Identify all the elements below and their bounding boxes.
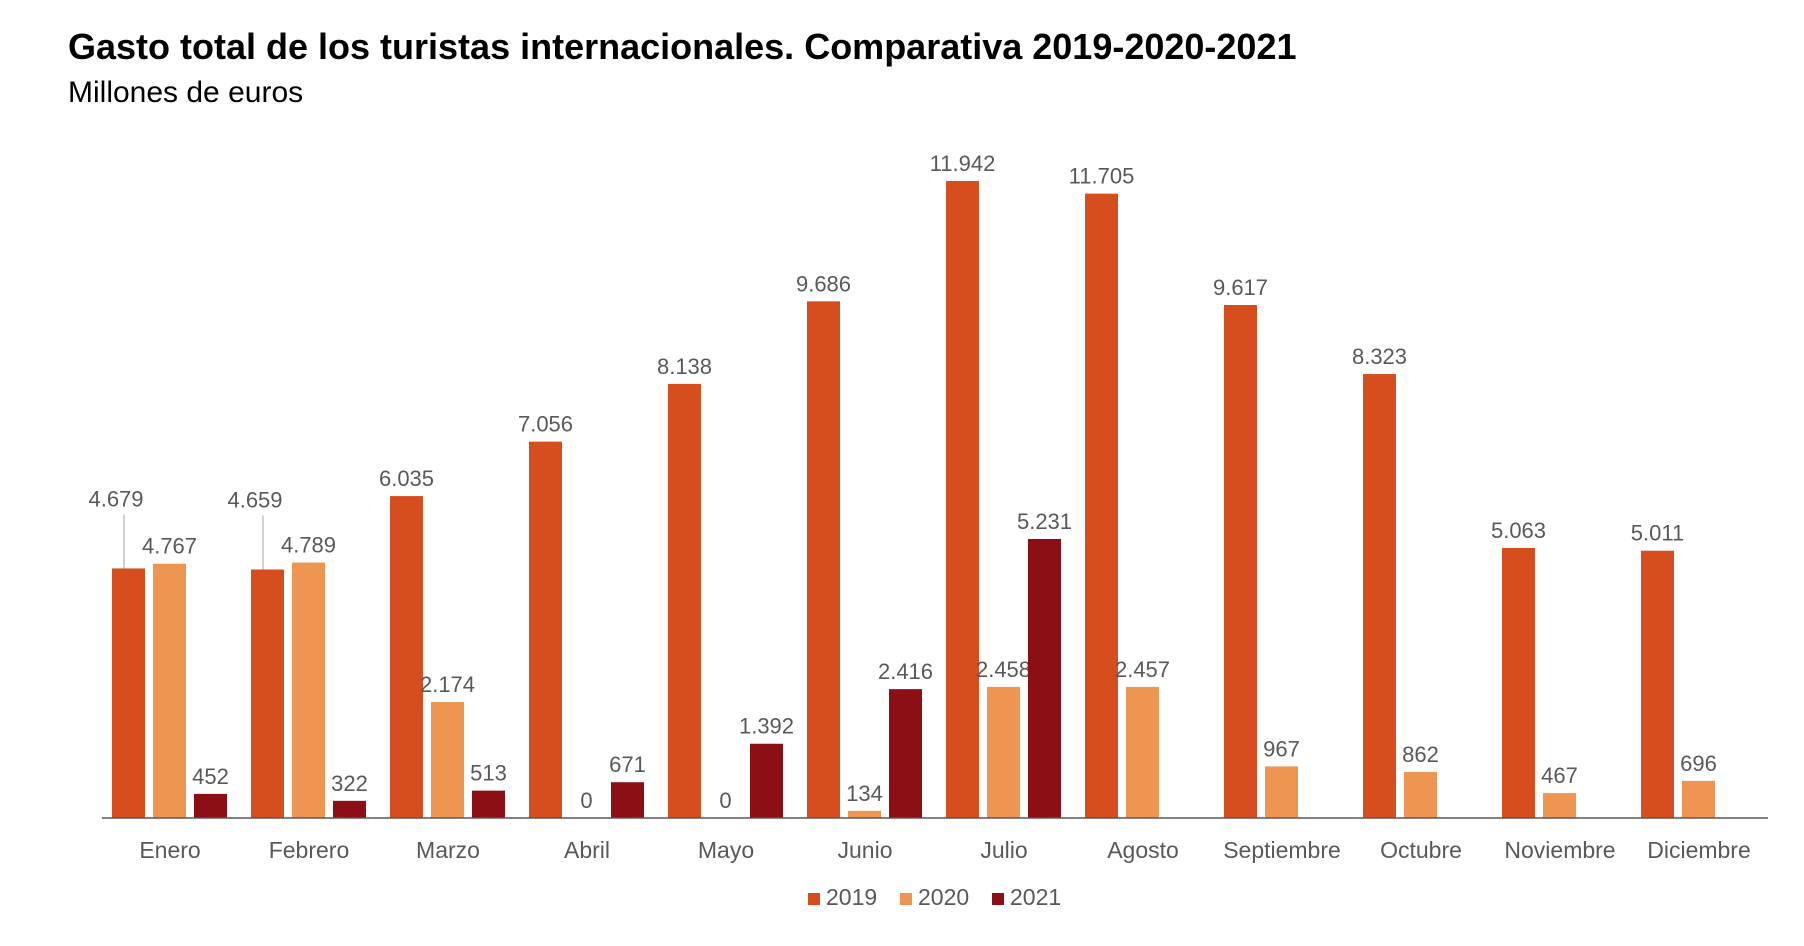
value-label-2021-marzo: 513 bbox=[470, 761, 507, 786]
value-label-2019-abril: 7.056 bbox=[518, 412, 573, 437]
value-label-2019-agosto: 11.705 bbox=[1069, 164, 1135, 189]
value-label-2020-abril: 0 bbox=[580, 788, 592, 813]
value-label-2019-noviembre: 5.063 bbox=[1491, 518, 1546, 543]
bar-2020-diciembre bbox=[1682, 780, 1715, 818]
legend-label-2020: 2020 bbox=[918, 884, 969, 910]
value-label-2019-septiembre: 9.617 bbox=[1213, 275, 1268, 300]
x-tick-label-marzo: Marzo bbox=[416, 837, 480, 863]
bar-2021-julio bbox=[1028, 538, 1061, 818]
bar-2019-marzo bbox=[390, 496, 423, 818]
value-label-2020-mayo: 0 bbox=[719, 788, 731, 813]
value-label-2019-julio: 11.942 bbox=[930, 151, 996, 176]
legend-label-2021: 2021 bbox=[1010, 884, 1061, 910]
bar-2021-febrero bbox=[333, 800, 366, 818]
bar-2019-noviembre bbox=[1502, 547, 1535, 818]
value-label-2019-octubre: 8.323 bbox=[1352, 344, 1407, 369]
value-label-2021-julio: 5.231 bbox=[1017, 509, 1072, 534]
bar-2019-mayo bbox=[668, 383, 701, 818]
bar-2019-septiembre bbox=[1224, 305, 1257, 818]
value-label-2019-mayo: 8.138 bbox=[657, 354, 712, 379]
bar-2019-abril bbox=[529, 441, 562, 818]
legend-swatch-2021 bbox=[992, 893, 1004, 905]
x-tick-label-agosto: Agosto bbox=[1107, 837, 1179, 863]
value-label-2021-abril: 671 bbox=[609, 752, 646, 777]
x-tick-label-julio: Julio bbox=[980, 837, 1027, 863]
bar-2020-agosto bbox=[1126, 686, 1159, 818]
bar-2020-noviembre bbox=[1543, 793, 1576, 818]
value-label-2019-diciembre: 5.011 bbox=[1631, 521, 1684, 546]
bar-2019-junio bbox=[807, 301, 840, 818]
bar-2021-mayo bbox=[750, 743, 783, 818]
value-label-2021-febrero: 322 bbox=[331, 771, 368, 796]
x-tick-label-abril: Abril bbox=[564, 837, 610, 863]
chart-subtitle: Millones de euros bbox=[68, 76, 304, 109]
value-label-2020-marzo: 2.174 bbox=[420, 672, 475, 697]
x-tick-label-mayo: Mayo bbox=[698, 837, 754, 863]
bar-2020-febrero bbox=[292, 562, 325, 818]
x-tick-label-septiembre: Septiembre bbox=[1223, 837, 1341, 863]
bar-2021-marzo bbox=[472, 790, 505, 818]
bar-2019-diciembre bbox=[1641, 550, 1674, 818]
bar-2019-julio bbox=[946, 181, 979, 818]
legend-swatch-2020 bbox=[900, 893, 912, 905]
value-label-2021-mayo: 1.392 bbox=[739, 714, 794, 739]
value-label-2020-enero: 4.767 bbox=[142, 534, 197, 559]
bar-2020-septiembre bbox=[1265, 766, 1298, 818]
value-label-2021-enero: 452 bbox=[192, 764, 229, 789]
value-label-2019-junio: 9.686 bbox=[796, 271, 851, 296]
bar-2019-agosto bbox=[1085, 193, 1118, 818]
x-tick-label-febrero: Febrero bbox=[269, 837, 350, 863]
bar-2020-octubre bbox=[1404, 772, 1437, 818]
value-label-2021-junio: 2.416 bbox=[878, 659, 933, 684]
value-label-2020-julio: 2.458 bbox=[976, 657, 1031, 682]
x-tick-label-diciembre: Diciembre bbox=[1647, 837, 1751, 863]
bar-2019-enero bbox=[112, 568, 145, 818]
legend-swatch-2019 bbox=[808, 893, 820, 905]
bar-2020-junio bbox=[848, 810, 881, 818]
value-label-2020-agosto: 2.457 bbox=[1115, 657, 1170, 682]
legend-label-2019: 2019 bbox=[826, 884, 877, 910]
value-label-2020-junio: 134 bbox=[846, 781, 883, 806]
value-label-2020-noviembre: 467 bbox=[1541, 763, 1578, 788]
value-label-2019-febrero: 4.659 bbox=[227, 487, 282, 512]
bar-2021-abril bbox=[611, 782, 644, 818]
value-label-2019-marzo: 6.035 bbox=[379, 466, 434, 491]
bar-2019-febrero bbox=[251, 569, 284, 818]
bar-2020-enero bbox=[153, 563, 186, 818]
value-label-2020-febrero: 4.789 bbox=[281, 533, 336, 558]
value-label-2019-enero: 4.679 bbox=[88, 486, 143, 511]
x-tick-label-junio: Junio bbox=[838, 837, 893, 863]
bar-2021-enero bbox=[194, 793, 227, 818]
x-tick-label-enero: Enero bbox=[139, 837, 200, 863]
value-label-2020-diciembre: 696 bbox=[1680, 751, 1717, 776]
bar-2020-julio bbox=[987, 686, 1020, 818]
x-tick-label-octubre: Octubre bbox=[1380, 837, 1462, 863]
value-label-2020-septiembre: 967 bbox=[1263, 736, 1300, 761]
chart-title: Gasto total de los turistas internaciona… bbox=[68, 26, 1297, 67]
x-tick-label-noviembre: Noviembre bbox=[1504, 837, 1615, 863]
value-label-2020-octubre: 862 bbox=[1402, 742, 1439, 767]
bar-2021-junio bbox=[889, 689, 922, 818]
bar-2020-marzo bbox=[431, 702, 464, 818]
bar-2019-octubre bbox=[1363, 374, 1396, 818]
